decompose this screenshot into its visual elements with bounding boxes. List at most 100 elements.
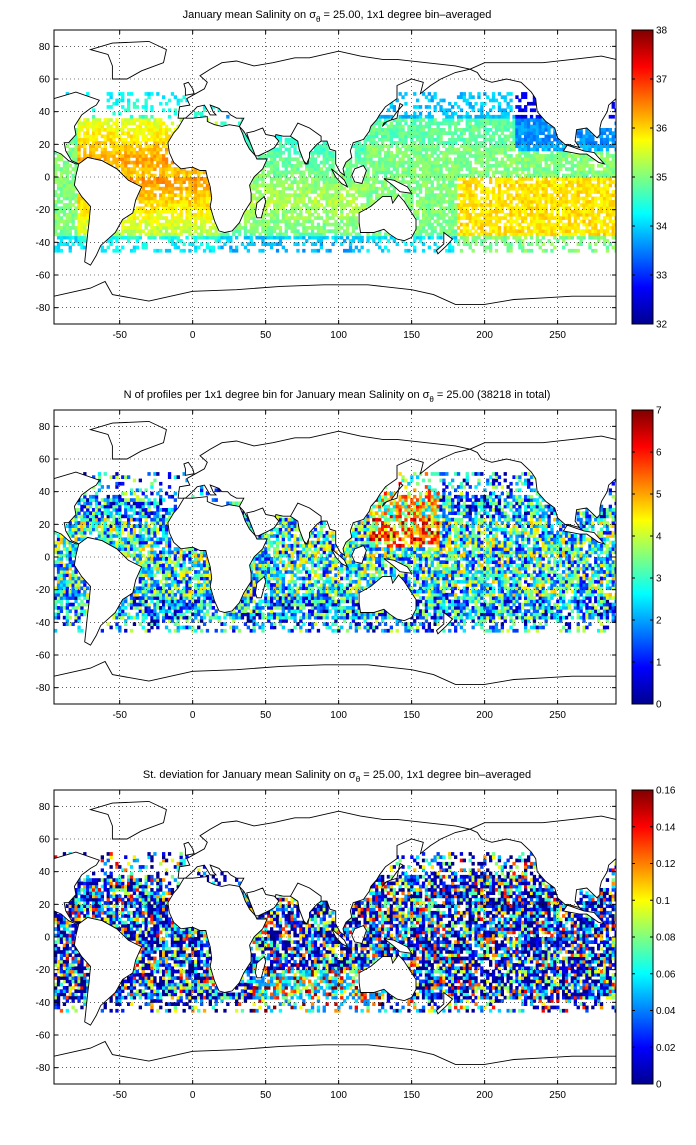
data-cell [536,200,539,204]
data-cell [168,236,171,240]
data-cell [364,190,367,194]
data-cell [495,115,498,119]
data-cell [83,135,86,139]
data-cell [536,213,539,217]
data-cell [302,223,305,227]
data-cell [366,200,369,204]
data-cell [171,171,174,175]
data-cell [434,203,437,207]
data-cell [334,210,337,214]
data-cell [285,233,288,237]
data-cell [434,164,437,168]
data-cell [74,233,77,237]
data-cell [483,223,486,227]
data-cell [425,157,428,161]
data-cell [404,135,407,139]
data-cell [451,141,454,145]
data-cell [320,187,323,191]
data-cell [145,138,148,142]
data-cell [174,220,177,224]
data-cell [559,236,562,240]
data-cell [200,197,203,201]
data-cell [451,246,454,250]
data-cell [489,246,492,250]
data-cell [244,246,247,250]
data-cell [57,193,60,197]
data-cell [153,148,156,152]
data-cell [591,203,594,207]
data-cell [431,161,434,165]
data-cell [130,220,133,224]
data-cell [504,216,507,220]
data-cell [550,197,553,201]
data-cell [591,233,594,237]
data-cell [72,154,75,158]
data-cell [142,220,145,224]
data-cell [472,138,475,142]
data-cell [401,131,404,135]
data-cell [515,115,518,119]
data-cell [553,157,556,161]
data-cell [460,184,463,188]
data-cell [168,210,171,214]
data-cell [512,115,515,119]
data-cell [489,229,492,233]
data-cell [361,193,364,197]
data-cell [314,200,317,204]
data-cell [431,216,434,220]
data-cell [524,125,527,129]
data-cell [469,242,472,246]
x-tick-label: 0 [190,330,196,341]
data-cell [139,226,142,230]
data-cell [594,242,597,246]
data-cell [66,596,69,600]
data-cell [472,148,475,152]
data-cell [136,161,139,165]
data-cell [533,161,536,165]
data-cell [419,223,422,227]
data-cell [565,197,568,201]
data-cell [60,177,63,181]
data-cell [404,161,407,165]
data-cell [110,125,113,129]
data-cell [305,216,308,220]
data-cell [288,236,291,240]
data-cell [501,112,504,116]
data-cell [159,180,162,184]
data-cell [594,223,597,227]
data-cell [145,154,148,158]
data-cell [518,246,521,250]
data-cell [512,131,515,135]
data-cell [603,242,606,246]
data-cell [279,174,282,178]
data-cell [343,206,346,210]
data-cell [142,131,145,135]
data-cell [361,157,364,161]
data-cell [369,177,372,181]
data-cell [349,184,352,188]
data-cell [200,171,203,175]
data-cell [247,213,250,217]
data-cell [448,190,451,194]
data-cell [57,216,60,220]
data-cell [334,223,337,227]
data-cell [594,226,597,230]
data-cell [291,213,294,217]
data-cell [498,220,501,224]
data-cell [489,144,492,148]
data-cell [401,164,404,168]
data-cell [550,242,553,246]
data-cell [74,157,77,161]
data-cell [550,203,553,207]
data-cell [574,180,577,184]
data-cell [156,223,159,227]
data-cell [279,144,282,148]
data-cell [518,229,521,233]
data-cell [291,144,294,148]
data-cell [407,144,410,148]
data-cell [451,144,454,148]
data-cell [165,128,168,132]
data-cell [270,242,273,246]
data-cell [331,216,334,220]
data-cell [133,164,136,168]
